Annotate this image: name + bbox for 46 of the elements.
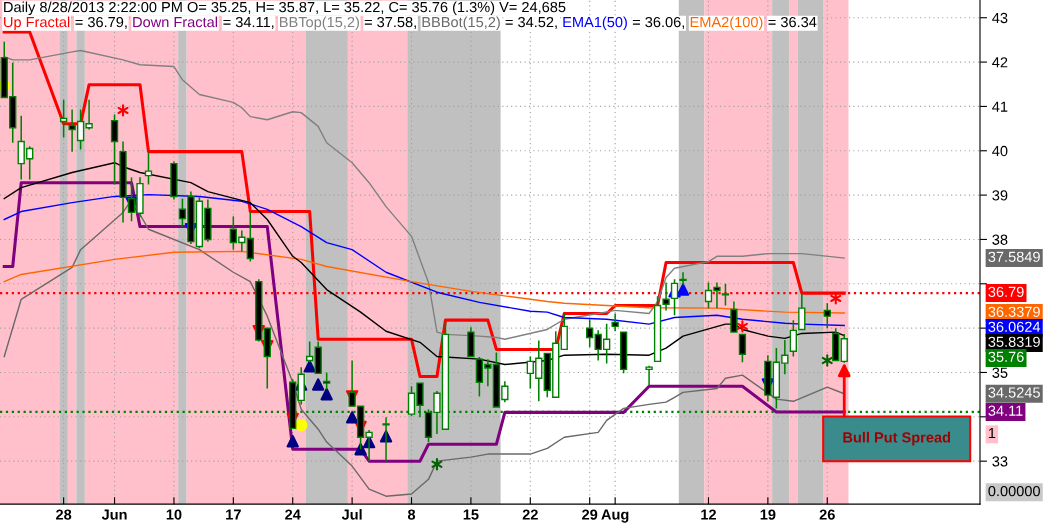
x-tick-label: 10: [166, 509, 182, 520]
annotation: = 36.06,: [632, 16, 684, 29]
x-tick-label: 12: [701, 509, 717, 520]
chart-title: Daily 8/28/2013 2:22:00 PM O= 35.25, H= 35.87, L= 35.22, C= 35.76 (1.3%) V= 24,685: [4, 1, 566, 16]
x-tick-label: Jul: [341, 509, 362, 520]
y-tick-label: 41: [992, 101, 1008, 112]
text: 36.3379: [988, 306, 1040, 317]
text: Down Fractal: [133, 16, 217, 28]
y-tick-label: 33: [992, 456, 1008, 467]
y-tick-label: 40: [992, 145, 1008, 157]
text: EMA1(50): [563, 16, 627, 31]
x-tick-label: 29: [582, 509, 598, 520]
annotation: Bull Put Spread: [843, 431, 951, 446]
x-tick-label: 8: [407, 509, 416, 520]
y-tick-label: 38: [992, 234, 1008, 245]
y-tick-label: 43: [992, 12, 1008, 24]
annotation: = 37.58,: [364, 16, 416, 29]
annotation: = 34.11,: [223, 16, 274, 29]
text: 37.5849: [988, 251, 1040, 262]
y-tick-label: 39: [992, 190, 1008, 201]
text: 35.76: [988, 351, 1024, 362]
x-tick-label: 28: [56, 509, 72, 520]
text: EMA2(100): [690, 16, 763, 31]
text: BBBot(15,2): [422, 16, 500, 31]
text: 34.11: [988, 405, 1023, 416]
x-tick-label: 17: [226, 509, 241, 520]
x-tick-label: 26: [819, 509, 835, 520]
annotation: = 34.52,: [505, 16, 557, 29]
x-tick-label: 15: [463, 509, 479, 520]
x-tick-label: 24: [285, 509, 301, 520]
y-tick-label: 35: [992, 367, 1008, 378]
text: 0.00000: [988, 485, 1040, 497]
text: 36.79: [988, 286, 1024, 298]
x-tick-label: 19: [760, 509, 776, 520]
annotation: = 36.34: [768, 16, 817, 28]
text: 34.5245: [988, 387, 1040, 398]
annotation: = 36.79,: [75, 16, 127, 29]
x-tick-label: 22: [522, 509, 538, 520]
text: 35.8319: [988, 336, 1040, 347]
series-label: Up Fractal: [4, 16, 70, 31]
text: BBTop(15,2): [280, 16, 359, 31]
y-tick-label: 42: [992, 57, 1008, 68]
text: 36.0624: [988, 321, 1041, 332]
x-tick-label: Jun: [101, 509, 127, 520]
x-tick-label: Aug: [601, 509, 629, 523]
text: 1: [988, 428, 996, 439]
